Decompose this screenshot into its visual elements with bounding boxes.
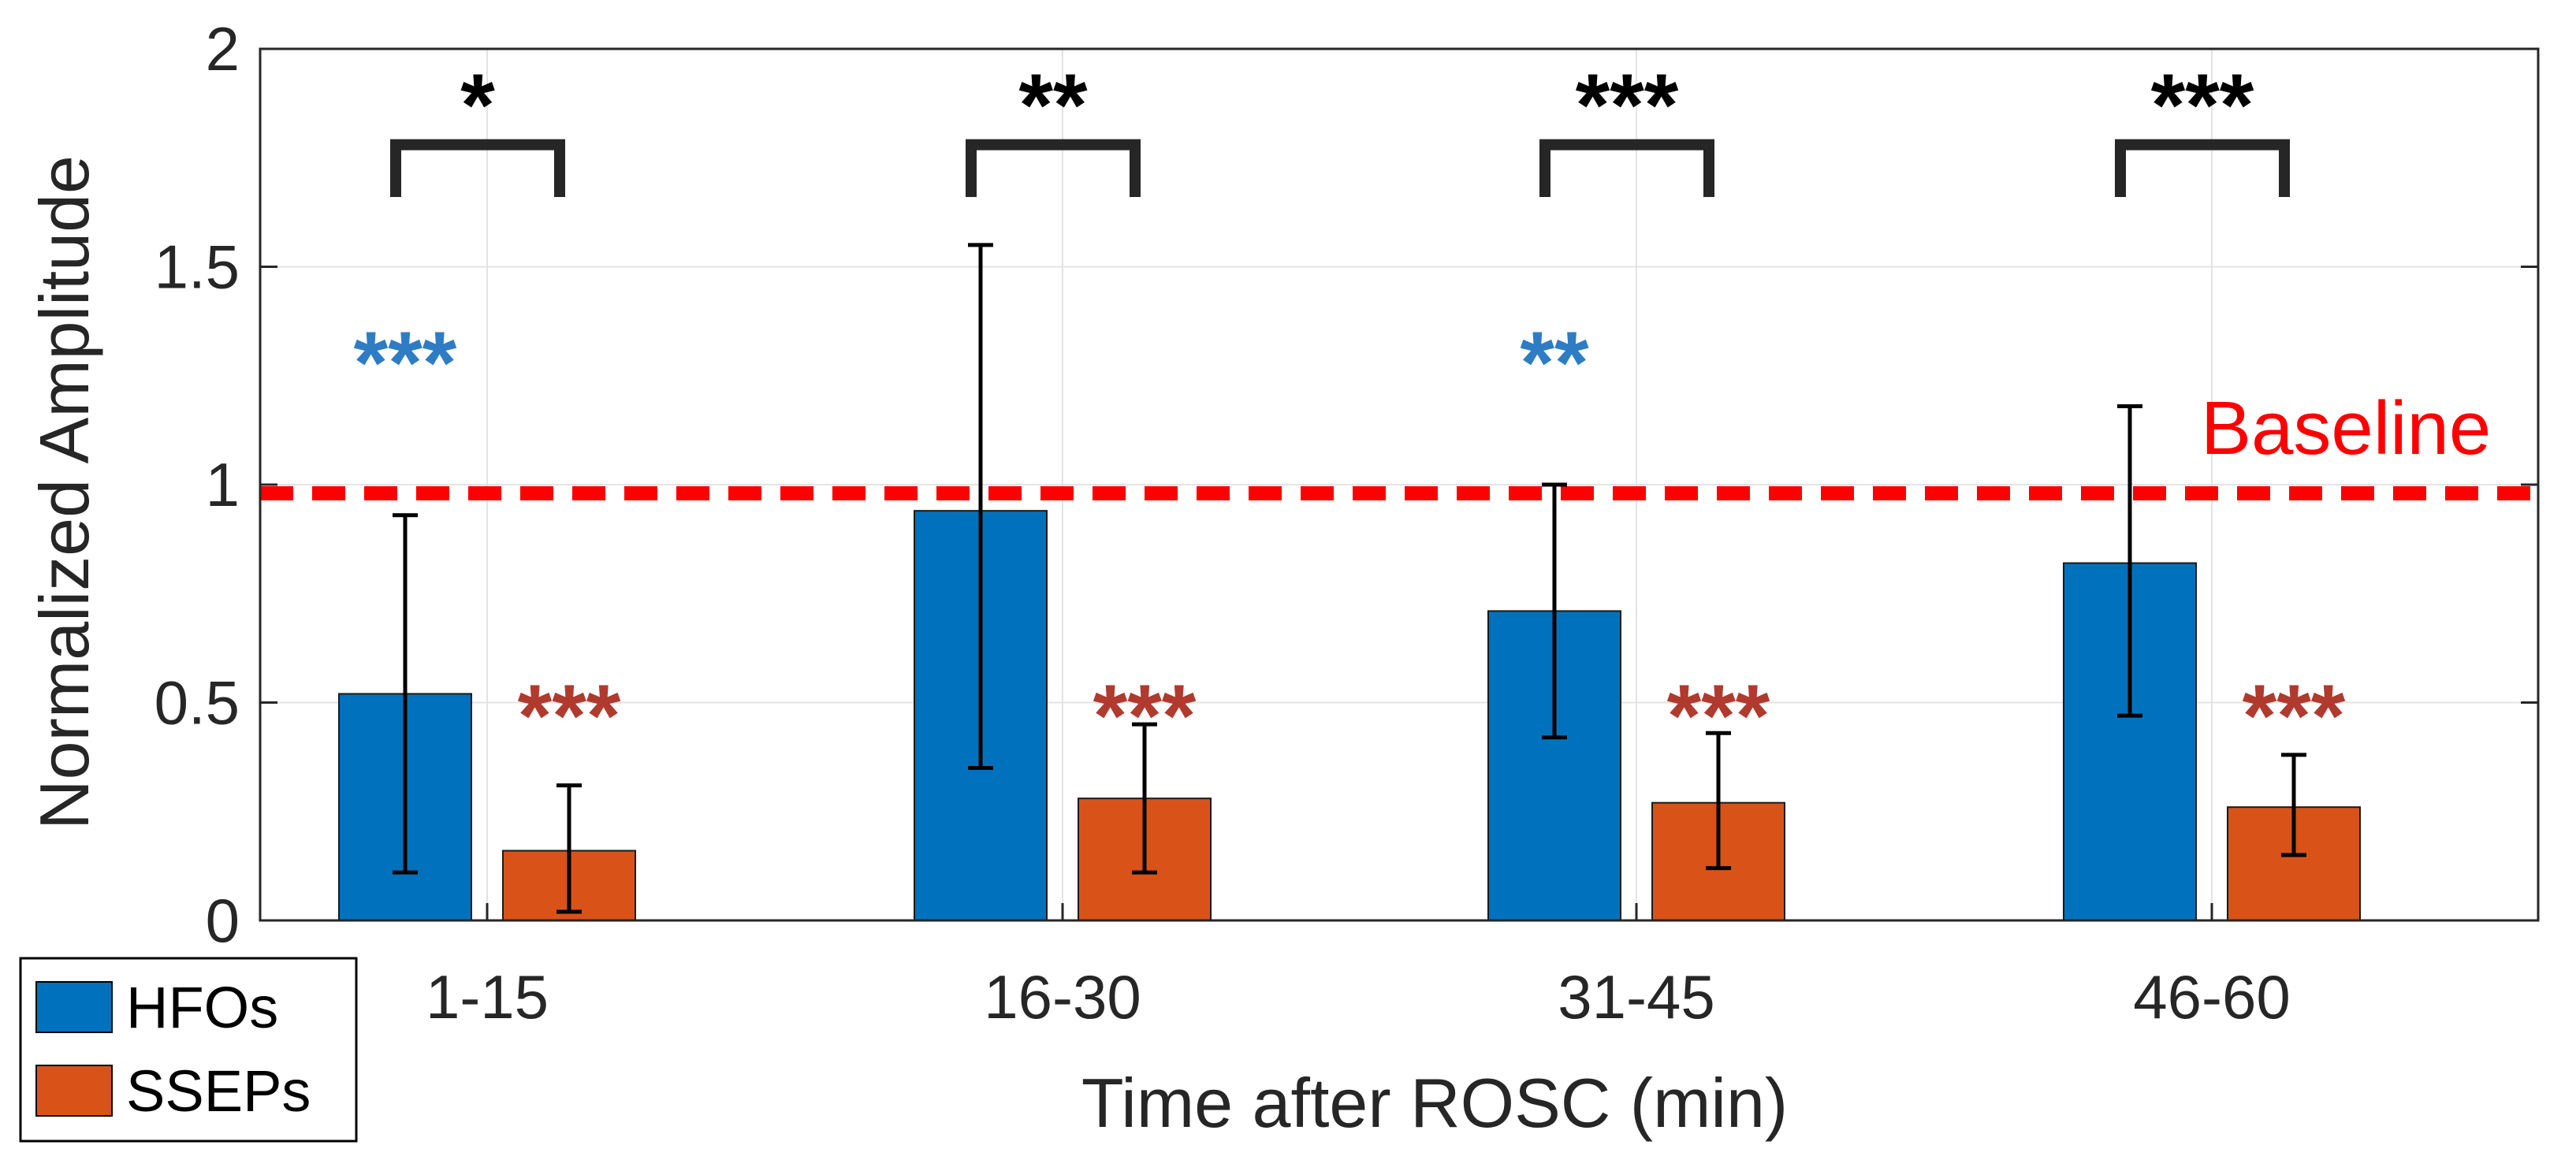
y-tick-label-4: 2 <box>206 14 240 84</box>
y-tick-label-0: 0 <box>206 886 240 955</box>
y-tick-label-2: 1 <box>206 450 240 519</box>
x-tick-label-16-30: 16-30 <box>984 962 1141 1032</box>
significance-sseps-16-30: *** <box>1093 667 1197 765</box>
significance-hfos-1-15: *** <box>354 314 457 412</box>
significance-sseps-1-15: *** <box>518 667 621 765</box>
baseline-label: Baseline <box>2201 386 2491 470</box>
bracket-31-45 <box>1539 139 1714 198</box>
significance-sseps-46-60: *** <box>2243 667 2346 765</box>
bracket-46-60 <box>2115 139 2290 198</box>
tick-labels-layer: 0 0.5 1 1.5 2 1-15 16-30 31-45 46-60 <box>154 14 2291 1032</box>
legend-label-sseps: SSEPs <box>126 1058 311 1124</box>
bracket-significance-31-45: *** <box>1576 56 1679 154</box>
bracket-1-15 <box>390 139 565 198</box>
y-tick-label-3: 1.5 <box>154 232 240 302</box>
x-tick-label-1-15: 1-15 <box>426 962 549 1032</box>
y-axis-title: Normalized Amplitude <box>25 155 103 830</box>
legend: HFOs SSEPs <box>19 957 358 1143</box>
y-tick-label-1: 0.5 <box>154 668 240 738</box>
significance-sseps-31-45: *** <box>1667 667 1770 765</box>
x-tick-label-46-60: 46-60 <box>2133 962 2291 1032</box>
legend-swatch-hfos <box>35 981 113 1033</box>
bars-layer <box>338 510 2361 922</box>
significance-layer: *** ***** *** *** **** ** *** *** <box>354 56 2346 765</box>
legend-label-hfos: HFOs <box>126 975 278 1040</box>
bracket-significance-1-15: * <box>460 56 495 154</box>
bracket-significance-46-60: *** <box>2151 56 2254 154</box>
error-bars-layer <box>393 243 2306 914</box>
bracket-16-30 <box>966 139 1141 198</box>
x-axis-title: Time after ROSC (min) <box>1081 1064 1788 1142</box>
legend-swatch-sseps <box>35 1065 113 1117</box>
axes-layer <box>259 47 2540 922</box>
significance-hfos-31-45: ** <box>1520 314 1589 412</box>
bracket-significance-16-30: ** <box>1018 56 1088 154</box>
x-tick-label-31-45: 31-45 <box>1558 962 1715 1032</box>
